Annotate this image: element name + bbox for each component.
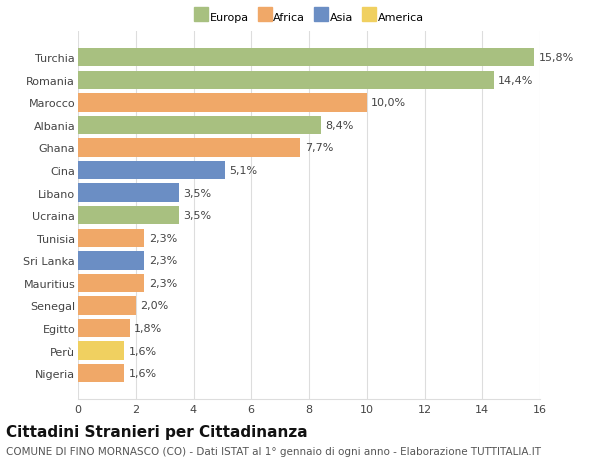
Text: 3,5%: 3,5% (184, 188, 212, 198)
Text: 1,6%: 1,6% (128, 369, 157, 378)
Bar (78, 319, 130, 337)
Bar (78, 364, 124, 383)
Text: 14,4%: 14,4% (498, 76, 533, 85)
Text: 2,3%: 2,3% (149, 233, 177, 243)
Bar (78, 341, 124, 360)
Text: COMUNE DI FINO MORNASCO (CO) - Dati ISTAT al 1° gennaio di ogni anno - Elaborazi: COMUNE DI FINO MORNASCO (CO) - Dati ISTA… (6, 446, 541, 456)
Bar (78, 229, 145, 247)
Text: 15,8%: 15,8% (539, 53, 574, 63)
Text: 8,4%: 8,4% (325, 121, 353, 131)
Bar (78, 297, 136, 315)
Legend: Europa, Africa, Asia, America: Europa, Africa, Asia, America (194, 12, 424, 23)
Text: 1,8%: 1,8% (134, 323, 163, 333)
Text: 3,5%: 3,5% (184, 211, 212, 221)
Text: 2,3%: 2,3% (149, 278, 177, 288)
Text: 2,0%: 2,0% (140, 301, 169, 311)
Text: 7,7%: 7,7% (305, 143, 333, 153)
Bar (78, 184, 179, 202)
Text: 2,3%: 2,3% (149, 256, 177, 266)
Bar (78, 252, 145, 270)
Bar (78, 71, 494, 90)
Text: 5,1%: 5,1% (230, 166, 258, 176)
Bar (78, 139, 301, 157)
Text: 10,0%: 10,0% (371, 98, 406, 108)
Bar (78, 162, 225, 180)
Bar (78, 207, 179, 225)
Text: Cittadini Stranieri per Cittadinanza: Cittadini Stranieri per Cittadinanza (6, 425, 308, 440)
Bar (78, 94, 367, 112)
Bar (78, 274, 145, 292)
Text: 1,6%: 1,6% (128, 346, 157, 356)
Bar (78, 49, 534, 67)
Bar (78, 117, 320, 135)
